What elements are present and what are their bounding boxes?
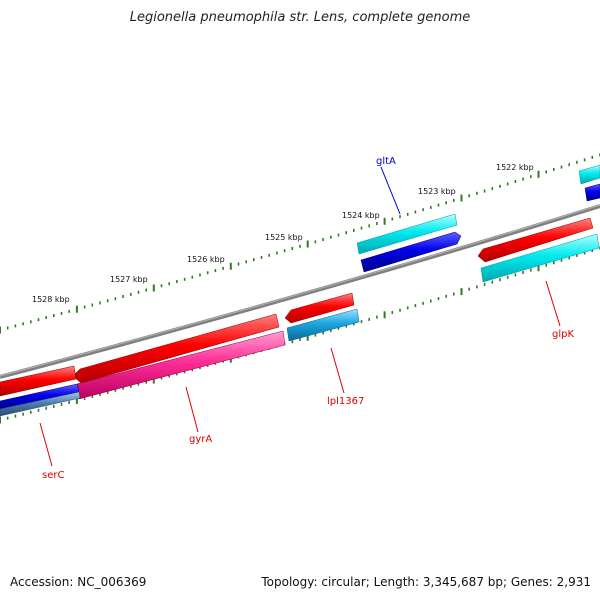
gyrA-callout-line — [185, 386, 199, 433]
cds-glpK[interactable] — [480, 233, 600, 283]
genome-backbone-highlight — [0, 204, 600, 377]
map-title: Legionella pneumophila str. Lens, comple… — [129, 10, 471, 25]
gene-label-lpl1367[interactable]: lpl1367 — [327, 396, 364, 407]
glpK-callout-line — [545, 280, 561, 327]
ruler-label-1528: 1528 kbp — [32, 295, 70, 304]
gltA-callout-line — [380, 166, 401, 215]
ruler-label-1527: 1527 kbp — [110, 275, 148, 284]
ruler-label-1525: 1525 kbp — [265, 233, 303, 242]
cds-forward-cyan-right[interactable] — [578, 164, 600, 185]
cds-forward-blue[interactable] — [360, 231, 462, 273]
cds-red-mid[interactable] — [284, 292, 355, 324]
ruler-labels: 1528 kbp 1527 kbp 1526 kbp 1525 kbp 1524… — [32, 163, 534, 304]
gene-label-glpK[interactable]: glpK — [552, 329, 574, 340]
accession-label: Accession: NC_006369 — [10, 575, 147, 589]
cds-glpK-red[interactable] — [477, 217, 594, 263]
genome-backbone — [0, 204, 600, 379]
ruler-label-1523: 1523 kbp — [418, 187, 456, 196]
cds-red-left[interactable] — [0, 365, 77, 397]
gene-label-serC[interactable]: serC — [42, 470, 64, 481]
ruler-label-1526: 1526 kbp — [187, 255, 225, 264]
cds-lpl1367[interactable] — [286, 308, 360, 342]
ruler-label-1522: 1522 kbp — [496, 163, 534, 172]
cds-forward-blue-right[interactable] — [584, 183, 600, 202]
cds-gltA[interactable] — [356, 213, 458, 255]
topology-summary: Topology: circular; Length: 3,345,687 bp… — [261, 575, 591, 589]
lpl1367-callout-line — [330, 347, 345, 394]
gene-label-gltA[interactable]: gltA — [376, 156, 396, 167]
cds-steel-left[interactable] — [0, 391, 81, 417]
outer-ruler-track — [0, 153, 600, 334]
gene-label-gyrA[interactable]: gyrA — [189, 434, 212, 445]
cds-red-long[interactable] — [72, 313, 280, 384]
serC-callout-line — [39, 422, 53, 467]
ruler-label-1524: 1524 kbp — [342, 211, 380, 220]
